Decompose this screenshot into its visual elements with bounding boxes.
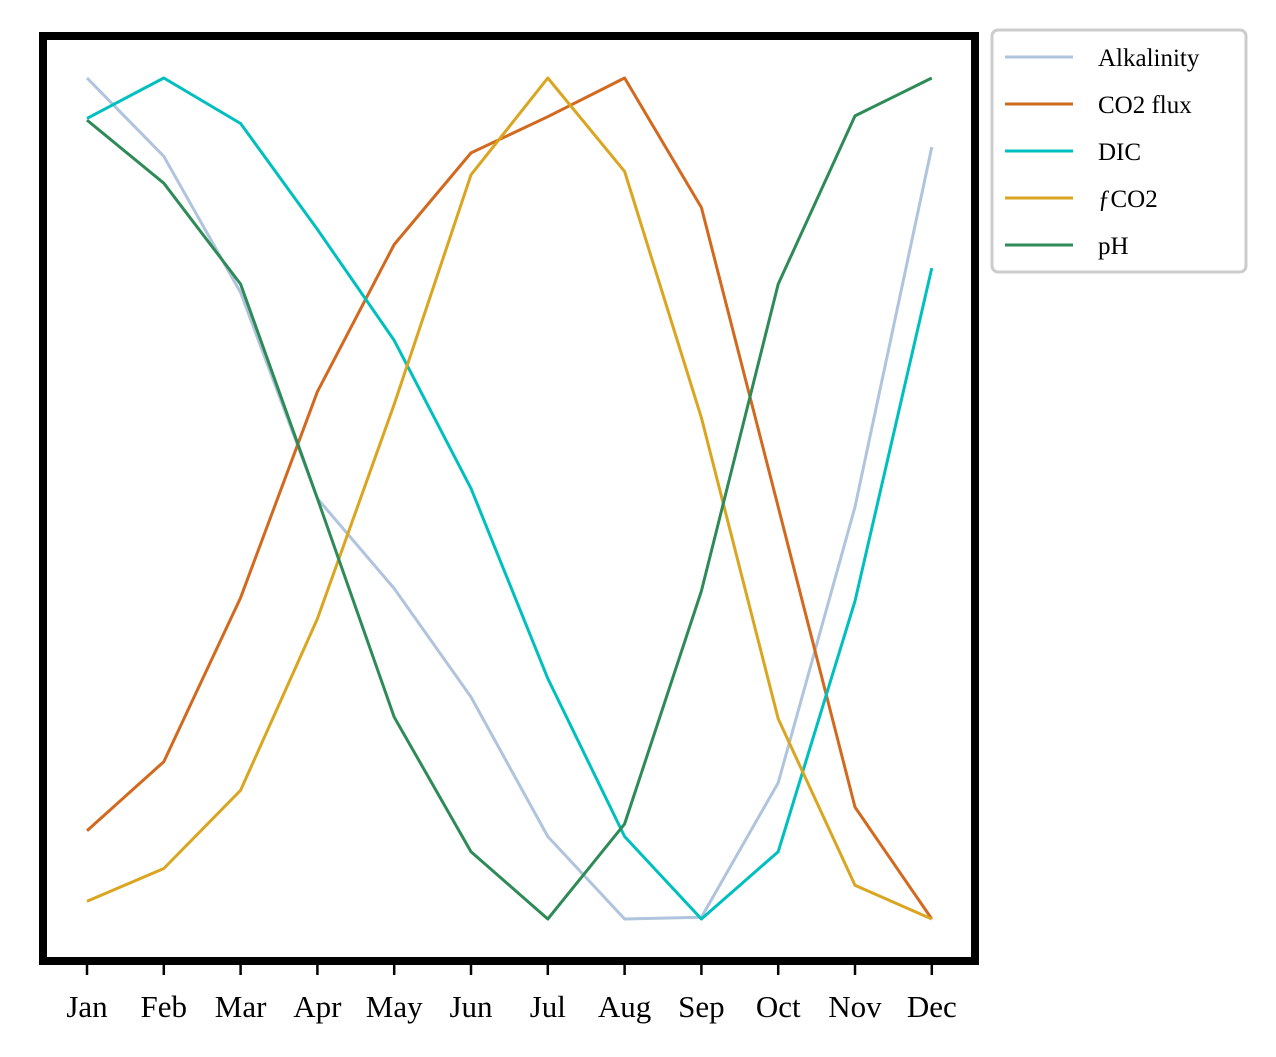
x-tick-label-3: Apr <box>293 989 342 1024</box>
x-tick-label-11: Dec <box>907 989 957 1024</box>
series-line-1 <box>85 76 934 920</box>
legend-label-2: DIC <box>1098 139 1141 166</box>
x-axis-ticks <box>85 965 934 975</box>
legend-box <box>990 28 1248 274</box>
legend-label-3: ƒCO2 <box>1098 186 1158 213</box>
x-tick-label-7: Aug <box>598 989 651 1024</box>
legend: Alkalinity CO2 flux DIC ƒCO2 pH <box>990 28 1248 274</box>
legend-label-1: CO2 flux <box>1098 92 1192 119</box>
x-axis-tick-labels: Jan Feb Mar Apr May Jun Jul Aug Sep Oct Nov Dec <box>66 989 956 1024</box>
x-tick-label-6: Jul <box>530 989 566 1024</box>
series-line-2 <box>86 76 934 921</box>
x-tick-label-0: Jan <box>66 989 108 1024</box>
series-line-3 <box>86 76 933 921</box>
series-line-0 <box>85 76 934 921</box>
x-tick-label-9: Oct <box>756 989 801 1024</box>
x-tick-label-5: Jun <box>449 989 493 1024</box>
plot-frame <box>39 32 979 965</box>
x-tick-label-4: May <box>366 989 423 1024</box>
x-tick-label-8: Sep <box>678 989 725 1024</box>
legend-label-0: Alkalinity <box>1098 45 1200 72</box>
legend-label-4: pH <box>1098 233 1129 260</box>
x-tick-label-10: Nov <box>828 989 882 1024</box>
plot-lines <box>85 76 934 921</box>
series-line-4 <box>86 76 933 921</box>
x-tick-label-1: Feb <box>141 989 188 1024</box>
x-tick-label-2: Mar <box>215 989 267 1024</box>
